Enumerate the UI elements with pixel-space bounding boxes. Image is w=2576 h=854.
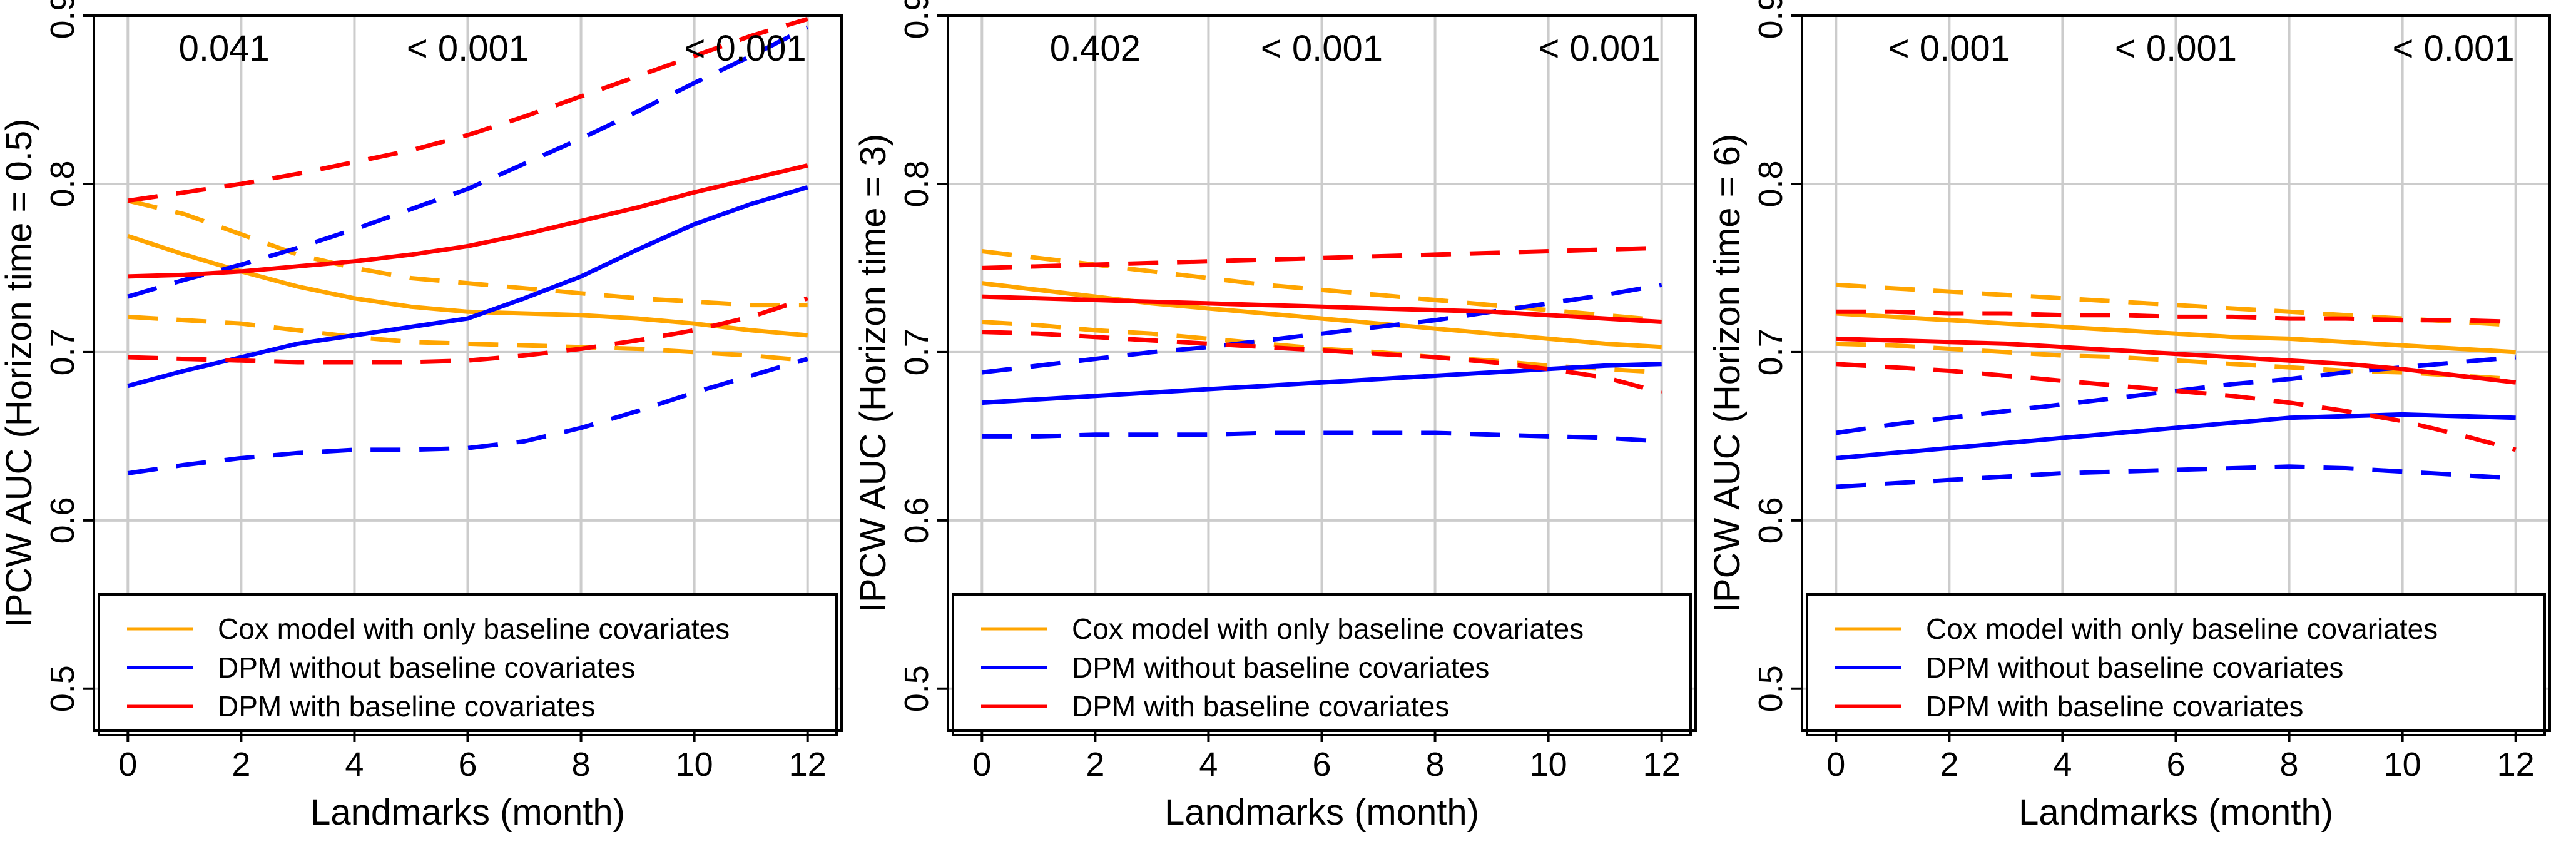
legend-label-dpm_without: DPM without baseline covariates bbox=[218, 651, 635, 684]
legend-label-dpm_with: DPM with baseline covariates bbox=[1926, 690, 2303, 723]
chart-panel-3: < 0.001 < 0.001 < 0.001 Cox model with only… bbox=[1707, 0, 2551, 833]
series-group bbox=[981, 245, 1662, 444]
series-line-dpm_without-lower bbox=[982, 430, 1662, 444]
p-value-label: < 0.001 bbox=[2393, 28, 2515, 69]
y-axis-title: IPCW AUC (Horizon time = 3) bbox=[853, 134, 893, 613]
legend: Cox model with only baseline covariates D… bbox=[1806, 593, 2546, 736]
series-line-dpm_with-estimate bbox=[1836, 336, 2517, 385]
legend-label-dpm_with: DPM with baseline covariates bbox=[218, 690, 595, 723]
x-tick-label: 6 bbox=[2166, 746, 2185, 783]
legend-box bbox=[1806, 593, 2546, 736]
x-tick-label: 0 bbox=[118, 746, 137, 783]
series-line-cox-lower bbox=[1836, 341, 2516, 382]
y-tick-label: 0.8 bbox=[44, 160, 81, 207]
x-tick-label: 10 bbox=[2384, 746, 2421, 783]
series-line-dpm_without-upper bbox=[1835, 355, 2517, 435]
series-line-dpm_with-estimate bbox=[982, 294, 1662, 324]
x-axis-title: Landmarks (month) bbox=[310, 792, 625, 833]
legend-box bbox=[952, 593, 1692, 736]
y-tick-label: 0.9 bbox=[44, 0, 81, 39]
p-value-label: 0.402 bbox=[1050, 28, 1141, 69]
p-value-label: < 0.001 bbox=[685, 28, 807, 69]
series-line-dpm_with-upper bbox=[982, 245, 1662, 270]
x-tick-label: 4 bbox=[2053, 746, 2072, 783]
series-line-cox-estimate bbox=[1836, 311, 2516, 355]
x-tick-label: 0 bbox=[972, 746, 991, 783]
p-value-label: < 0.001 bbox=[2115, 28, 2237, 69]
legend-label-cox: Cox model with only baseline covariates bbox=[1072, 613, 1584, 645]
y-tick-label: 0.5 bbox=[44, 665, 81, 712]
legend-label-cox: Cox model with only baseline covariates bbox=[218, 613, 730, 645]
y-tick-label: 0.6 bbox=[44, 497, 81, 544]
series-line-cox-estimate bbox=[981, 281, 1662, 350]
y-tick-label: 0.7 bbox=[44, 328, 81, 375]
x-tick-label: 8 bbox=[1426, 746, 1445, 783]
y-tick-label: 0.9 bbox=[898, 0, 935, 39]
x-tick-label: 0 bbox=[1826, 746, 1845, 783]
x-tick-label: 10 bbox=[676, 746, 713, 783]
p-value-label: < 0.001 bbox=[407, 28, 529, 69]
p-value-label: < 0.001 bbox=[1888, 28, 2010, 69]
x-tick-label: 12 bbox=[789, 746, 827, 783]
series-line-dpm_with-lower bbox=[128, 296, 808, 365]
series-line-dpm_with-estimate bbox=[128, 163, 808, 279]
y-tick-label: 0.5 bbox=[1752, 665, 1789, 712]
series-line-dpm_without-lower bbox=[1836, 464, 2516, 489]
x-axis-title: Landmarks (month) bbox=[1164, 792, 1479, 833]
x-tick-label: 8 bbox=[2280, 746, 2299, 783]
y-tick-label: 0.7 bbox=[898, 328, 935, 375]
p-value-label: < 0.001 bbox=[1261, 28, 1383, 69]
y-tick-label: 0.8 bbox=[898, 160, 935, 207]
p-value-label: < 0.001 bbox=[1539, 28, 1661, 69]
legend-label-dpm_without: DPM without baseline covariates bbox=[1926, 651, 2343, 684]
chart-panel-1: 0.041 < 0.001 < 0.001 Cox model with only b… bbox=[0, 0, 843, 833]
legend: Cox model with only baseline covariates D… bbox=[98, 593, 838, 736]
series-line-dpm_with-lower bbox=[982, 330, 1662, 395]
legend-label-dpm_with: DPM with baseline covariates bbox=[1072, 690, 1449, 723]
x-tick-label: 4 bbox=[345, 746, 364, 783]
chart-panel-2: 0.402 < 0.001 < 0.001 Cox model with only b… bbox=[853, 0, 1697, 833]
x-axis-title: Landmarks (month) bbox=[2019, 792, 2333, 833]
series-line-cox-lower bbox=[128, 314, 808, 363]
x-tick-label: 2 bbox=[232, 746, 250, 783]
legend-label-cox: Cox model with only baseline covariates bbox=[1926, 613, 2438, 645]
series-line-dpm_with-upper bbox=[1836, 309, 2516, 324]
x-tick-label: 8 bbox=[572, 746, 591, 783]
series-line-dpm_with-upper bbox=[127, 17, 808, 203]
y-tick-label: 0.9 bbox=[1752, 0, 1789, 39]
p-value-label: 0.041 bbox=[179, 28, 270, 69]
legend: Cox model with only baseline covariates D… bbox=[952, 593, 1692, 736]
legend-label-dpm_without: DPM without baseline covariates bbox=[1072, 651, 1489, 684]
y-tick-label: 0.6 bbox=[898, 497, 935, 544]
series-line-cox-upper bbox=[127, 198, 808, 308]
y-tick-label: 0.6 bbox=[1752, 497, 1789, 544]
y-tick-label: 0.7 bbox=[1752, 328, 1789, 375]
y-axis-title: IPCW AUC (Horizon time = 0.5) bbox=[0, 119, 39, 628]
x-tick-label: 12 bbox=[2497, 746, 2535, 783]
series-group bbox=[1835, 282, 2517, 489]
series-line-dpm_without-estimate bbox=[982, 362, 1662, 405]
series-line-cox-lower bbox=[982, 320, 1662, 375]
x-tick-label: 10 bbox=[1530, 746, 1567, 783]
series-line-dpm_without-upper bbox=[981, 282, 1662, 375]
series-line-dpm_without-upper bbox=[127, 25, 809, 299]
series-group bbox=[127, 17, 809, 475]
x-tick-label: 2 bbox=[1086, 746, 1104, 783]
x-tick-label: 6 bbox=[458, 746, 477, 783]
series-line-dpm_without-estimate bbox=[127, 185, 808, 389]
x-tick-label: 6 bbox=[1312, 746, 1331, 783]
series-line-dpm_without-lower bbox=[127, 357, 808, 475]
x-tick-label: 12 bbox=[1643, 746, 1681, 783]
x-tick-label: 4 bbox=[1199, 746, 1218, 783]
series-line-cox-upper bbox=[1836, 282, 2516, 328]
y-tick-label: 0.8 bbox=[1752, 160, 1789, 207]
series-line-dpm_with-lower bbox=[1836, 362, 2517, 452]
y-axis-title: IPCW AUC (Horizon time = 6) bbox=[1707, 134, 1748, 613]
series-line-dpm_without-estimate bbox=[1835, 412, 2516, 460]
y-tick-label: 0.5 bbox=[898, 665, 935, 712]
x-tick-label: 2 bbox=[1940, 746, 1958, 783]
